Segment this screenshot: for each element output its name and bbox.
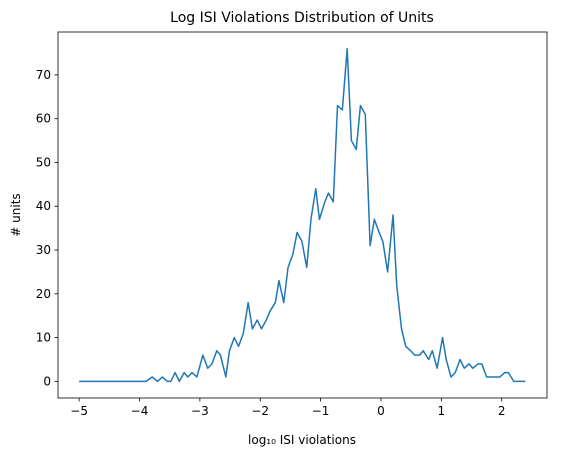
x-tick-label: −4: [131, 404, 149, 418]
y-tick-label: 20: [36, 287, 51, 301]
y-axis-label: # units: [9, 193, 23, 236]
x-tick-label: −5: [70, 404, 88, 418]
plot-frame: [57, 31, 548, 399]
x-tick-label: 2: [498, 404, 506, 418]
y-tick-label: 50: [36, 155, 51, 169]
chart-title: Log ISI Violations Distribution of Units: [170, 10, 434, 26]
y-tick-label: 40: [36, 199, 51, 213]
x-tick-label: −1: [312, 404, 330, 418]
y-tick-label: 10: [36, 331, 51, 345]
x-tick-label: −3: [191, 404, 209, 418]
y-tick-label: 30: [36, 243, 51, 257]
x-tick-label: 1: [438, 404, 446, 418]
y-tick-label: 0: [43, 374, 51, 388]
x-tick-label: −2: [251, 404, 269, 418]
x-tick-label: 0: [377, 404, 385, 418]
y-tick-label: 70: [36, 68, 51, 82]
y-tick-label: 60: [36, 112, 51, 126]
x-axis-label: log₁₀ ISI violations: [248, 433, 356, 447]
data-line: [79, 47, 526, 383]
